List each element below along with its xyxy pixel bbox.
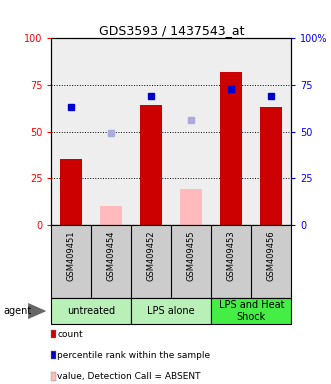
Text: GSM409456: GSM409456 [267,230,276,281]
Polygon shape [28,303,46,319]
Bar [211,298,291,324]
Text: GSM409452: GSM409452 [147,230,156,281]
Text: GSM409455: GSM409455 [187,230,196,281]
Bar [51,298,131,324]
Bar [60,159,82,225]
Bar [131,298,211,324]
Text: agent: agent [3,306,31,316]
Text: GSM409453: GSM409453 [227,230,236,281]
Title: GDS3593 / 1437543_at: GDS3593 / 1437543_at [99,24,244,37]
Text: count: count [57,329,83,339]
Text: value, Detection Call = ABSENT: value, Detection Call = ABSENT [57,372,201,381]
Bar [220,72,242,225]
Text: GSM409451: GSM409451 [67,230,76,281]
Text: LPS and Heat
Shock: LPS and Heat Shock [218,300,284,322]
Text: percentile rank within the sample: percentile rank within the sample [57,351,210,360]
Text: GSM409454: GSM409454 [107,230,116,281]
Bar [260,107,282,225]
Bar [180,189,202,225]
Text: untreated: untreated [67,306,116,316]
Bar [140,106,162,225]
Text: LPS alone: LPS alone [148,306,195,316]
Bar [100,206,122,225]
